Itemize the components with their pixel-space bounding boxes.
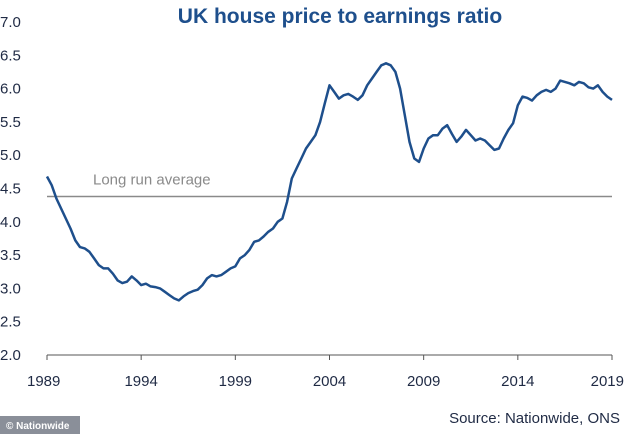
y-tick-label: 6.5: [0, 47, 21, 64]
y-tick-label: 7.0: [0, 14, 21, 31]
watermark-background: [0, 416, 80, 434]
nationwide-watermark: © Nationwide: [0, 416, 80, 434]
x-tick-label: 2014: [501, 373, 534, 390]
y-axis-ticks: 2.0 2.5 3.0 3.5 4.0 4.5 5.0 5.5 6.0 6.5 7.0: [0, 14, 21, 364]
y-tick-label: 6.0: [0, 81, 21, 98]
y-tick-label: 5.0: [0, 147, 21, 164]
x-tick-label: 1989: [27, 373, 60, 390]
x-tick-label: 2009: [407, 373, 440, 390]
y-tick-label: 2.0: [0, 347, 21, 364]
y-tick-label: 3.0: [0, 280, 21, 297]
y-tick-label: 3.5: [0, 247, 21, 264]
x-tick-label: 2019: [591, 373, 624, 390]
x-tick-label: 2004: [313, 373, 346, 390]
watermark-text: © Nationwide: [6, 421, 70, 432]
chart-title: UK house price to earnings ratio: [178, 5, 502, 28]
source-note: Source: Nationwide, ONS: [449, 410, 620, 427]
y-tick-label: 4.5: [0, 181, 21, 198]
y-tick-label: 4.0: [0, 214, 21, 231]
y-tick-label: 5.5: [0, 114, 21, 131]
long-run-average-label: Long run average: [93, 171, 211, 188]
x-tick-label: 1994: [124, 373, 157, 390]
x-axis-ticks: 1989 1994 1999 2004 2009 2014 2019: [27, 355, 624, 390]
x-tick-label: 1999: [219, 373, 252, 390]
y-tick-label: 2.5: [0, 314, 21, 331]
series-line: [45, 62, 613, 302]
